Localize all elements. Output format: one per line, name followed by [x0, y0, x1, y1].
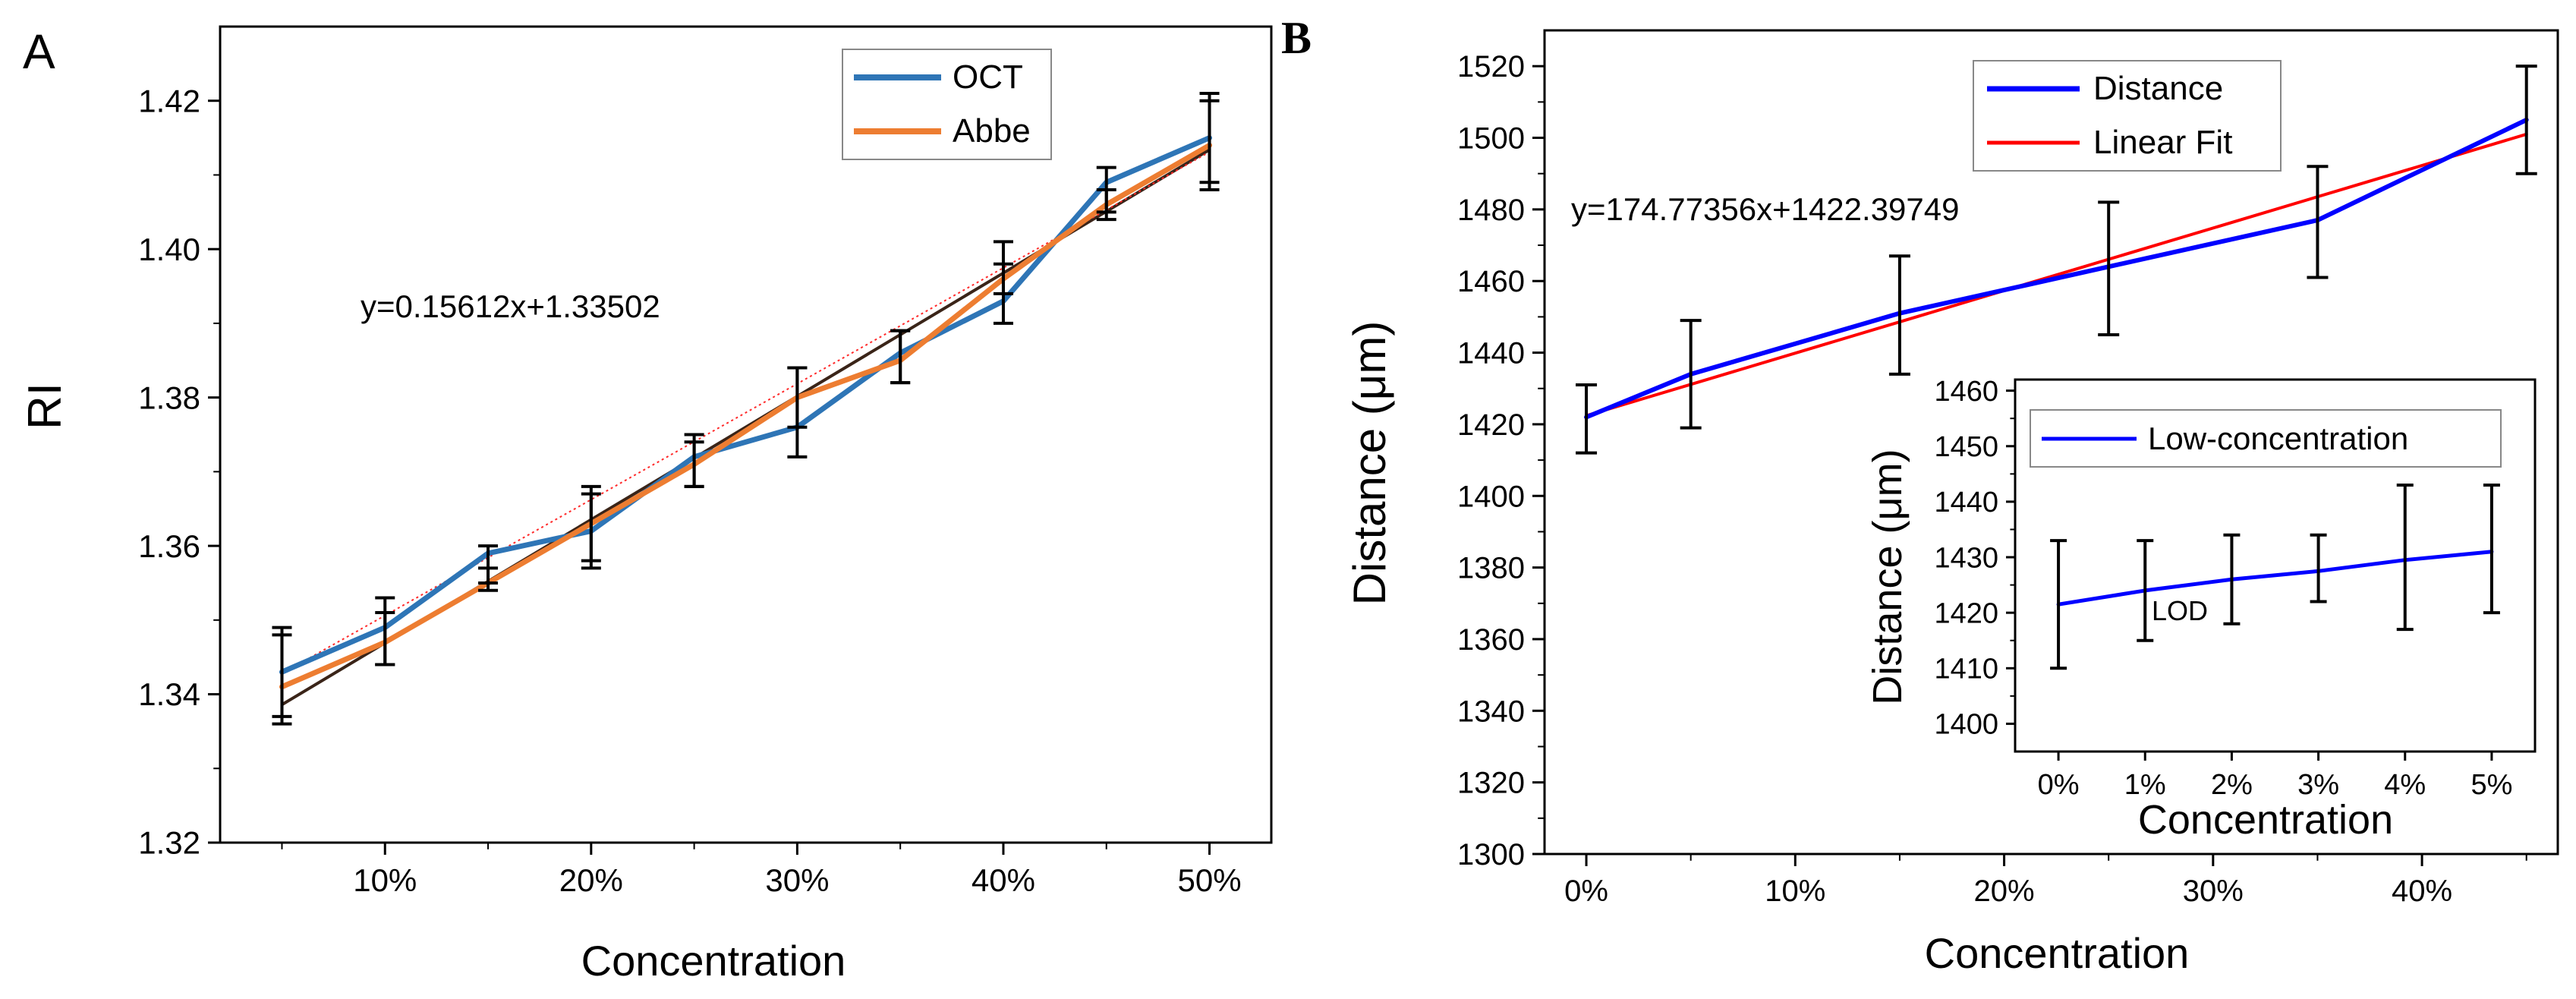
panel-a-y-tick-label: 1.42 [138, 83, 200, 118]
inset-x-tick-label: 1% [2124, 769, 2166, 801]
panel-b-y-tick-label: 1320 [1457, 767, 1525, 800]
panel-a-y-tick-label: 1.38 [138, 380, 200, 415]
panel-a-x-tick-label: 20% [559, 862, 623, 898]
panel-b-x-axis-title: Concentration [1925, 929, 2190, 977]
panel-a-x-tick-label: 50% [1177, 862, 1241, 898]
panel-a-y-axis-title: RI [19, 383, 71, 430]
inset-x-tick-label: 4% [2384, 769, 2426, 801]
legend-linear-fit-label: Linear Fit [2093, 124, 2232, 161]
panel-b-y-tick-label: 1340 [1457, 695, 1525, 728]
panel-a-y-tick-label: 1.34 [138, 676, 200, 712]
legend-oct-label: OCT [953, 58, 1023, 96]
inset-y-tick-label: 1450 [1934, 431, 1998, 463]
inset-legend: Low-concentration [2030, 410, 2501, 467]
panel-b-x-tick-label: 0% [1564, 875, 1608, 908]
panel-a-x-tick-label: 30% [765, 862, 829, 898]
panel-a-y-tick-label: 1.36 [138, 528, 200, 564]
inset-x-tick-label: 5% [2471, 769, 2512, 801]
panel-a-x-tick-label: 10% [353, 862, 417, 898]
inset-y-axis-title: Distance (μm) [1865, 449, 1910, 704]
panel-a-label: A [23, 24, 55, 79]
inset-y-tick-label: 1460 [1934, 376, 1998, 408]
panel-b-label: B [1281, 13, 1312, 63]
panel-b-x-tick-label: 30% [2183, 875, 2244, 908]
panel-a-y-tick-label: 1.40 [138, 232, 200, 267]
panel-a-legend: OCT Abbe [842, 49, 1051, 159]
panel-a-x-tick-label: 40% [972, 862, 1035, 898]
panel-b-y-tick-label: 1440 [1457, 337, 1525, 370]
inset-y-tick-label: 1420 [1934, 597, 1998, 629]
panel-b-y-axis-title: Distance (μm) [1344, 321, 1395, 606]
inset-x-tick-label: 0% [2038, 769, 2080, 801]
legend-distance-label: Distance [2093, 70, 2223, 107]
panel-b-y-tick-label: 1420 [1457, 408, 1525, 442]
panel-a-equation: y=0.15612x+1.33502 [361, 288, 660, 324]
inset-y-tick-label: 1400 [1934, 709, 1998, 741]
panel-b-y-tick-label: 1480 [1457, 194, 1525, 227]
inset-x-axis-title: Concentration [2138, 797, 2393, 843]
inset-x-tick-label: 2% [2211, 769, 2253, 801]
panel-b-legend: Distance Linear Fit [1973, 61, 2281, 171]
panel-a-x-axis-title: Concentration [581, 937, 846, 985]
panel-b-y-tick-label: 1520 [1457, 50, 1525, 84]
inset-x-tick-label: 3% [2297, 769, 2339, 801]
legend-abbe-label: Abbe [953, 112, 1031, 150]
inset-lod-annotation: LOD [2152, 595, 2208, 626]
panel-b-y-tick-label: 1500 [1457, 122, 1525, 156]
panel-b-x-tick-label: 20% [1974, 875, 2035, 908]
inset-y-tick-label: 1440 [1934, 487, 1998, 518]
inset-y-tick-label: 1410 [1934, 654, 1998, 685]
figure: A 1.32 1.34 1.36 1.38 1.40 1.42 10% 20% 30% 40% 50… [0, 0, 2576, 999]
panel-b-x-tick-label: 40% [2392, 875, 2452, 908]
panel-b-y-tick-label: 1380 [1457, 552, 1525, 585]
panel-a-y-tick-label: 1.32 [138, 825, 200, 861]
panel-b-y-tick-label: 1300 [1457, 838, 1525, 871]
panel-b-equation: y=174.77356x+1422.39749 [1571, 191, 1960, 227]
inset-y-tick-label: 1430 [1934, 542, 1998, 574]
panel-b-y-tick-label: 1360 [1457, 623, 1525, 657]
panel-b-x-tick-label: 10% [1765, 875, 1825, 908]
panel-b-y-tick-label: 1460 [1457, 265, 1525, 298]
panel-b-y-tick-label: 1400 [1457, 480, 1525, 513]
legend-low-concentration-label: Low-concentration [2148, 421, 2408, 456]
